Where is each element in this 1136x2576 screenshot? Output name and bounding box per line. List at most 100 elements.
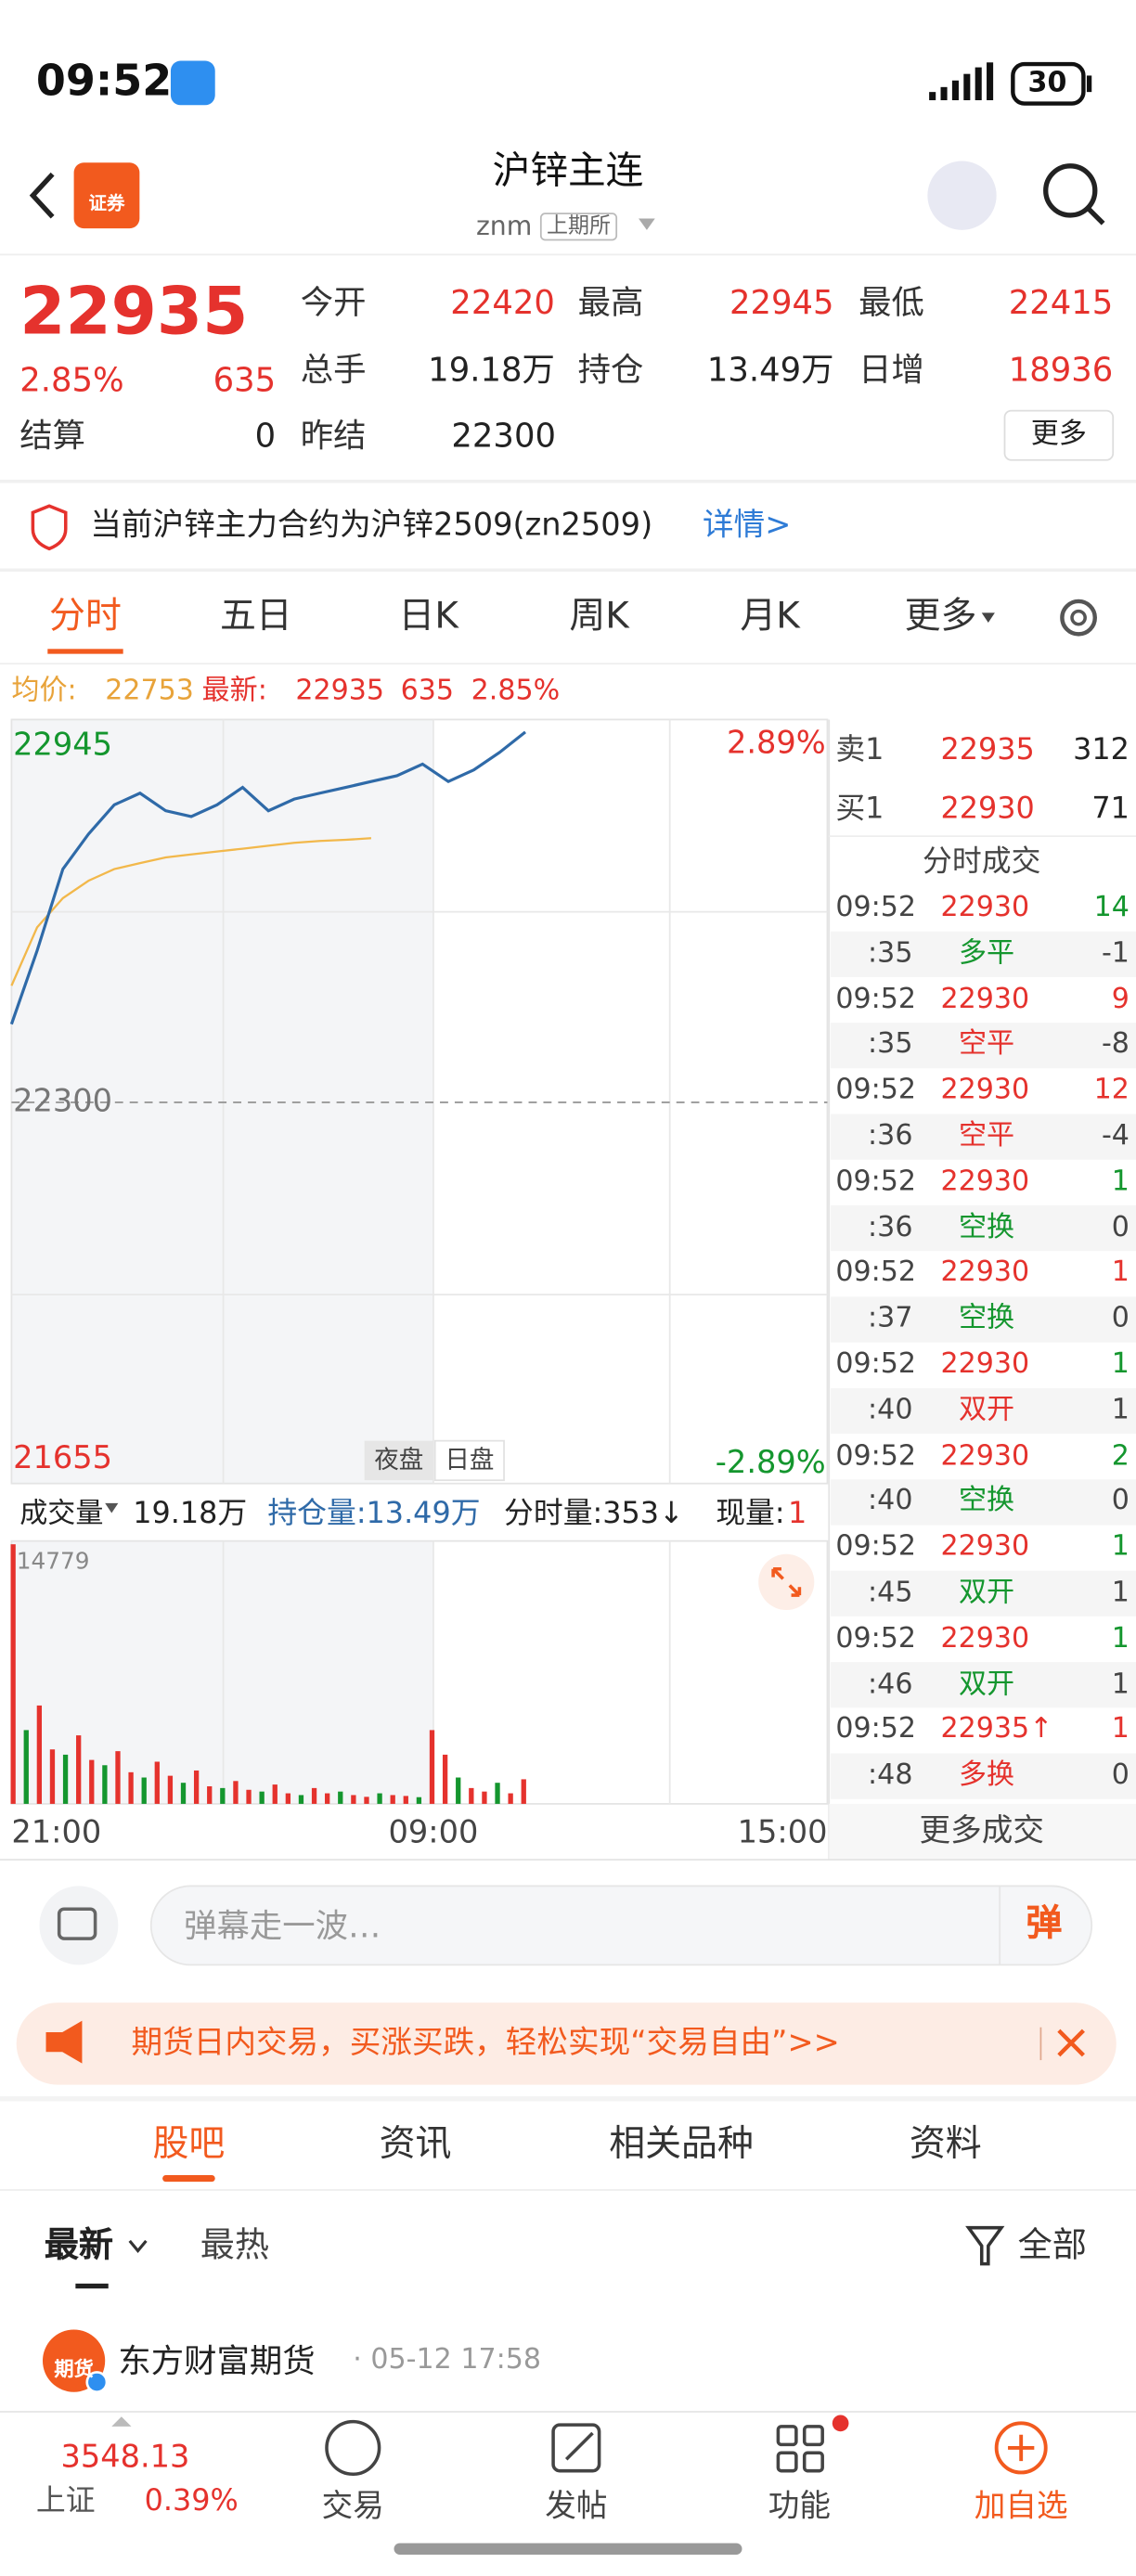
field-label: 最低 [858, 282, 924, 323]
more-button[interactable] [1003, 409, 1115, 461]
nav-item[interactable]: 功能 [768, 2488, 832, 2525]
field-value: 13.49万 [706, 350, 834, 390]
volume-bar [141, 1777, 147, 1804]
feature-icon[interactable] [776, 2425, 824, 2473]
trade-volume: 9 [1111, 982, 1130, 1016]
volume-bar [193, 1770, 200, 1804]
post-time: · 05-12 17:58 [353, 2343, 542, 2376]
trade-icon[interactable] [325, 2419, 381, 2477]
field-value: 22420 [450, 282, 555, 323]
index-value: 3548.13 [60, 2439, 190, 2476]
chart-grid [11, 719, 828, 1804]
section-tab[interactable]: 股吧 [152, 2124, 226, 2166]
banner-text[interactable]: 期货日内交易，买涨买跌，轻松实现“交易自由”>> [131, 2025, 840, 2061]
chart-tab[interactable]: 周K [569, 596, 629, 638]
trade-row-bg [831, 1023, 1136, 1069]
volume-bar [325, 1793, 330, 1804]
filter-all[interactable]: 全部 [1017, 2225, 1087, 2265]
trade-volume: 1 [1111, 1530, 1130, 1564]
section-tab[interactable]: 资讯 [379, 2124, 452, 2166]
trade-row-bg [831, 1662, 1136, 1708]
search-button[interactable] [1043, 163, 1098, 218]
filter-icon[interactable] [965, 2225, 1005, 2266]
nav-item[interactable]: 发帖 [545, 2488, 608, 2525]
banner-bg[interactable] [16, 2003, 1117, 2085]
volume-bar [495, 1783, 500, 1804]
change: 635 [213, 359, 277, 400]
section-tab[interactable]: 相关品种 [609, 2124, 754, 2166]
trade-price: 22930 [940, 1074, 1030, 1107]
notice-link[interactable]: 详情> [703, 507, 792, 544]
session-label: 夜盘 [374, 1445, 424, 1475]
post-author[interactable]: 东方财富期货 [118, 2340, 316, 2381]
chart-tab[interactable]: 日K [398, 596, 458, 638]
post-icon[interactable] [551, 2423, 601, 2473]
volume-bar [298, 1795, 304, 1804]
back-button[interactable] [29, 172, 55, 219]
volume-bar [89, 1759, 95, 1804]
filter-hot[interactable]: 最热 [200, 2225, 270, 2265]
chart-tab[interactable]: 分时 [49, 596, 122, 638]
settings-button[interactable] [1060, 599, 1097, 637]
x-tick-label: 15:00 [737, 1814, 828, 1851]
battery-level: 30 [1027, 66, 1067, 100]
field-value: 22945 [729, 282, 834, 323]
volume-bar [272, 1784, 278, 1804]
chart-tab[interactable]: 月K [740, 596, 800, 638]
trade-price: 22935↑ [940, 1713, 1053, 1746]
volume-bar [338, 1791, 343, 1804]
trade-row-bg [831, 1479, 1136, 1526]
volume-bar [180, 1783, 187, 1804]
trade-second: :46 [868, 1668, 913, 1701]
signal-icon [929, 62, 994, 100]
trade-time: 09:52 [835, 982, 916, 1016]
more-text[interactable]: 更多 [1030, 418, 1087, 451]
trade-delta: 1 [1111, 1576, 1130, 1610]
volume-bar [115, 1751, 121, 1804]
trade-time: 09:52 [835, 1621, 916, 1655]
trade-kind: 空换 [958, 1485, 1015, 1518]
field-value: 18936 [1008, 350, 1114, 390]
trade-kind: 双开 [958, 1668, 1015, 1701]
trade-time: 09:52 [835, 1713, 916, 1746]
trade-second: :36 [868, 1119, 913, 1153]
volume-bar [49, 1749, 56, 1804]
comment-placeholder[interactable]: 弹幕走一波… [184, 1905, 381, 1946]
close-button[interactable] [1057, 2029, 1085, 2057]
robot-avatar[interactable] [927, 161, 997, 230]
section-tab[interactable]: 资料 [909, 2124, 982, 2166]
comment-input[interactable] [149, 1885, 1093, 1966]
x-tick-label: 21:00 [11, 1814, 102, 1851]
trade-delta: 0 [1111, 1210, 1130, 1244]
trade-price: 22930 [940, 1439, 1030, 1473]
code: znm [475, 210, 533, 242]
y-tick-label: 22945 [13, 727, 113, 764]
x-tick-label: 09:00 [388, 1814, 479, 1851]
trade-time: 09:52 [835, 1347, 916, 1382]
chart-tab[interactable]: 更多 [904, 596, 977, 638]
bid-price: 22930 [940, 792, 1035, 827]
danmaku-button[interactable]: 弹 [1026, 1903, 1063, 1946]
current-label: 现量: [716, 1496, 785, 1532]
volume-bar [482, 1791, 487, 1804]
expand-button[interactable] [758, 1553, 815, 1611]
volume-bar [167, 1775, 174, 1804]
ask-volume: 312 [1073, 732, 1130, 767]
more-arrow [981, 612, 995, 623]
volume-bar [508, 1793, 513, 1804]
filter-latest[interactable]: 最新 [44, 2225, 114, 2265]
trade-second: :37 [868, 1302, 913, 1335]
volume-bar [102, 1765, 108, 1804]
trade-row-bg [831, 1387, 1136, 1435]
nav-item[interactable]: 加自选 [974, 2488, 1068, 2525]
more-trades[interactable]: 更多成交 [919, 1812, 1044, 1849]
comment-icon[interactable] [39, 1886, 119, 1965]
chart-tab[interactable]: 五日 [220, 596, 292, 638]
trade-time: 09:52 [835, 1439, 916, 1473]
add-watch-icon[interactable] [994, 2421, 1048, 2475]
nav-item[interactable]: 交易 [321, 2488, 384, 2525]
ask-price: 22935 [940, 732, 1035, 767]
trade-kind: 多平 [958, 936, 1015, 971]
trade-price: 22930 [940, 1621, 1030, 1655]
volume-label[interactable]: 成交量 [19, 1497, 104, 1531]
